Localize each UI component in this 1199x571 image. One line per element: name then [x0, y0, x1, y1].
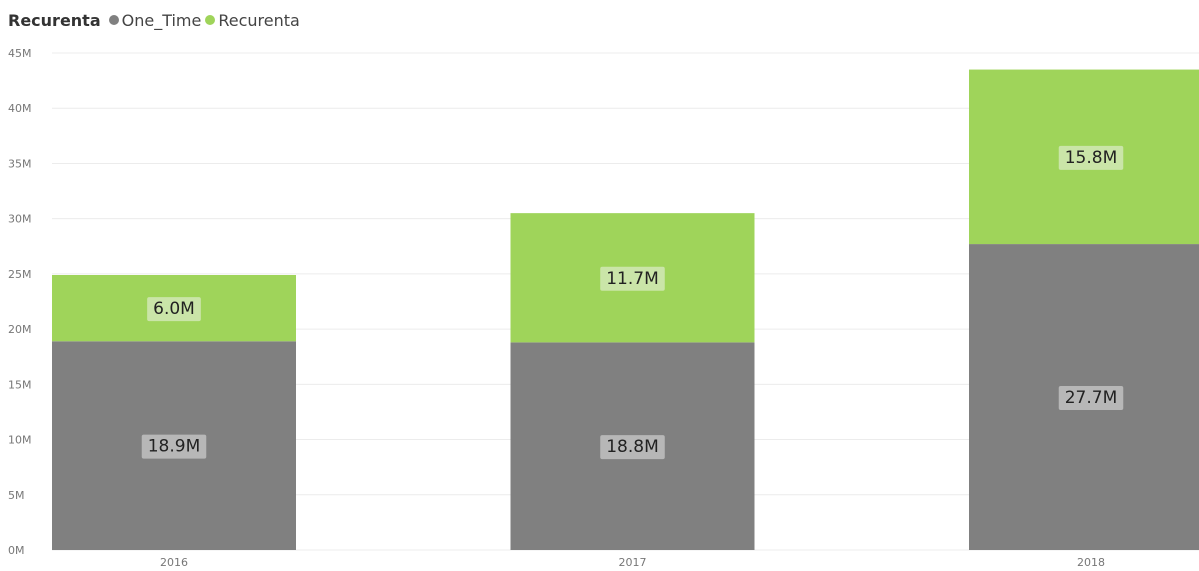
x-axis: 2016 2017 2018: [160, 556, 1105, 569]
data-label: 18.9M: [148, 437, 201, 457]
y-axis: 0M 5M 10M 15M 20M 25M 30M 35M 40M 45M: [8, 47, 32, 557]
chart-legend: Recurenta One_Time Recurenta: [8, 9, 304, 31]
x-tick-label: 2016: [160, 556, 188, 569]
y-tick-label: 35M: [8, 157, 32, 170]
y-tick-label: 20M: [8, 323, 32, 336]
y-tick-label: 40M: [8, 102, 32, 115]
data-label-background: [147, 297, 201, 322]
data-label: 6.0M: [153, 299, 195, 319]
y-tick-label: 25M: [8, 268, 32, 281]
data-label: 11.7M: [606, 269, 659, 289]
legend-item-recurenta[interactable]: Recurenta: [205, 10, 300, 30]
data-label: 15.8M: [1065, 148, 1118, 168]
y-tick-label: 30M: [8, 213, 32, 226]
data-label-background: [1058, 145, 1124, 170]
legend-title: Recurenta: [8, 10, 101, 30]
x-tick-label: 2018: [1077, 556, 1105, 569]
legend-label-one-time: One_Time: [121, 10, 202, 30]
y-tick-label: 10M: [8, 434, 32, 447]
data-label-background: [1058, 386, 1124, 411]
y-tick-label: 15M: [8, 378, 32, 391]
bars: [52, 69, 1199, 550]
y-tick-label: 45M: [8, 47, 32, 60]
x-tick-label: 2017: [619, 556, 647, 569]
legend-marker-one-time: [108, 15, 119, 25]
data-label: 18.8M: [606, 437, 659, 457]
y-tick-label: 5M: [8, 489, 25, 502]
legend-marker-recurenta: [205, 15, 216, 25]
data-label-background: [141, 434, 207, 459]
data-label: 27.7M: [1065, 388, 1118, 408]
legend-label-recurenta: Recurenta: [218, 10, 300, 30]
data-label-background: [600, 266, 665, 291]
data-label-background: [600, 435, 665, 460]
data-labels: 18.9M 6.0M 18.8M 11.7M 27.7M 15.8M: [141, 145, 1124, 460]
legend-item-one-time[interactable]: One_Time: [108, 10, 202, 30]
y-tick-label: 0M: [8, 544, 25, 557]
